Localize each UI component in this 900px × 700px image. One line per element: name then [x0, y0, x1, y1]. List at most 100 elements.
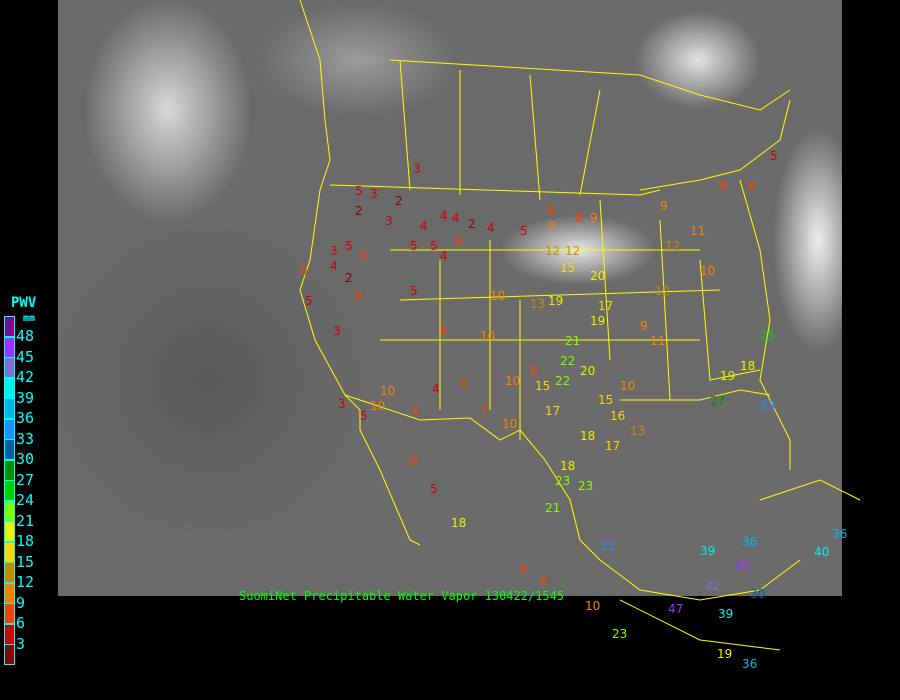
station-value: 8 [520, 562, 528, 576]
border-line [639, 99, 791, 191]
station-value: 19 [717, 647, 733, 661]
station-value: 33 [600, 539, 616, 553]
station-value: 9 [590, 211, 598, 225]
station-value: 10 [380, 384, 396, 398]
legend-label: 39 [16, 388, 35, 407]
legend-swatch [4, 603, 15, 624]
station-value: 10 [700, 264, 716, 278]
legend-label: 36 [16, 409, 35, 427]
station-value: 42 [705, 579, 721, 593]
border-line [399, 59, 601, 201]
legend-swatch [4, 439, 15, 460]
station-value: 4 [440, 249, 448, 263]
station-value: 4 [487, 221, 495, 235]
legend-unit: mm [23, 313, 36, 324]
station-value: 5 [410, 239, 418, 253]
station-value: 10 [505, 374, 521, 388]
station-value: 3 [385, 214, 393, 228]
station-value: 6 [412, 404, 420, 418]
legend-label: 18 [16, 532, 35, 550]
station-value: 4 [452, 211, 460, 225]
legend-swatch [4, 623, 15, 645]
station-value: 5 [355, 184, 363, 198]
station-value: 36 [832, 527, 848, 541]
legend-label: 24 [16, 491, 35, 509]
station-value: 6 [410, 454, 418, 468]
station-value: 15 [598, 393, 614, 407]
legend-label: 27 [16, 470, 35, 489]
border-line [759, 479, 861, 501]
legend-label: 21 [16, 511, 35, 530]
station-value: 21 [565, 334, 581, 348]
station-value: 3 [330, 244, 338, 258]
station-value: 12 [665, 239, 681, 253]
legend-title: PWV [11, 295, 37, 311]
legend-label: 48 [16, 327, 35, 345]
station-value: 10 [480, 329, 496, 343]
station-value: 20 [590, 269, 606, 283]
station-value: 45 [735, 559, 751, 573]
station-value: 47 [668, 602, 684, 616]
station-value: 23 [578, 479, 594, 493]
station-value: 5 [430, 482, 438, 496]
station-value: 23 [555, 474, 571, 488]
border-line [299, 0, 421, 546]
station-value: 4 [420, 219, 428, 233]
legend-swatch [4, 500, 15, 522]
station-value: 4 [432, 382, 440, 396]
station-value: 6 [360, 249, 368, 263]
legend-swatch [4, 377, 15, 399]
station-value: 5 [430, 239, 438, 253]
station-value: 6 [540, 574, 548, 588]
station-value: 10 [585, 599, 601, 613]
station-value: 6 [547, 203, 555, 217]
station-value: 17 [545, 404, 561, 418]
station-value: 19 [720, 369, 736, 383]
legend-swatch [4, 357, 15, 378]
station-value: 23 [612, 627, 628, 641]
station-value: 22 [560, 354, 576, 368]
station-value: 12 [545, 244, 561, 258]
station-value: 11 [650, 334, 666, 348]
legend-label: 15 [16, 552, 35, 571]
border-line [389, 59, 791, 111]
station-value: 6 [455, 234, 463, 248]
station-value: 6 [300, 264, 308, 278]
station-value: 10 [620, 379, 636, 393]
legend-label: 12 [16, 573, 35, 591]
station-value: 5 [305, 294, 313, 308]
station-value: 9 [548, 219, 556, 233]
legend-label: 45 [16, 347, 35, 366]
legend-label: 33 [16, 429, 35, 448]
station-value: 2 [468, 217, 476, 231]
station-value: 9 [640, 319, 648, 333]
station-value: 22 [555, 374, 571, 388]
legend-swatch [4, 316, 15, 337]
station-value: 33 [760, 399, 776, 413]
border-line [380, 240, 721, 440]
station-value: 19 [548, 294, 564, 308]
station-value: 2 [355, 204, 363, 218]
legend-swatch [4, 336, 15, 358]
station-value: 13 [530, 297, 546, 311]
border-line [329, 184, 661, 196]
station-value: 4 [330, 259, 338, 273]
station-value: 12 [565, 244, 581, 258]
station-value: 18 [451, 516, 467, 530]
border-line [599, 199, 761, 401]
station-value: 17 [598, 299, 614, 313]
legend-swatch [4, 398, 15, 419]
station-value: 21 [545, 501, 561, 515]
legend-label: 30 [16, 450, 35, 468]
station-value: 6 [355, 289, 363, 303]
border-line [620, 389, 771, 401]
legend-swatch [4, 459, 15, 481]
station-value: 8 [530, 364, 538, 378]
station-value: 6 [460, 377, 468, 391]
station-value: 8 [720, 179, 728, 193]
station-value: 8 [575, 211, 583, 225]
station-value: 5 [520, 224, 528, 238]
station-value: 12 [655, 284, 671, 298]
legend-label: 3 [16, 634, 26, 653]
